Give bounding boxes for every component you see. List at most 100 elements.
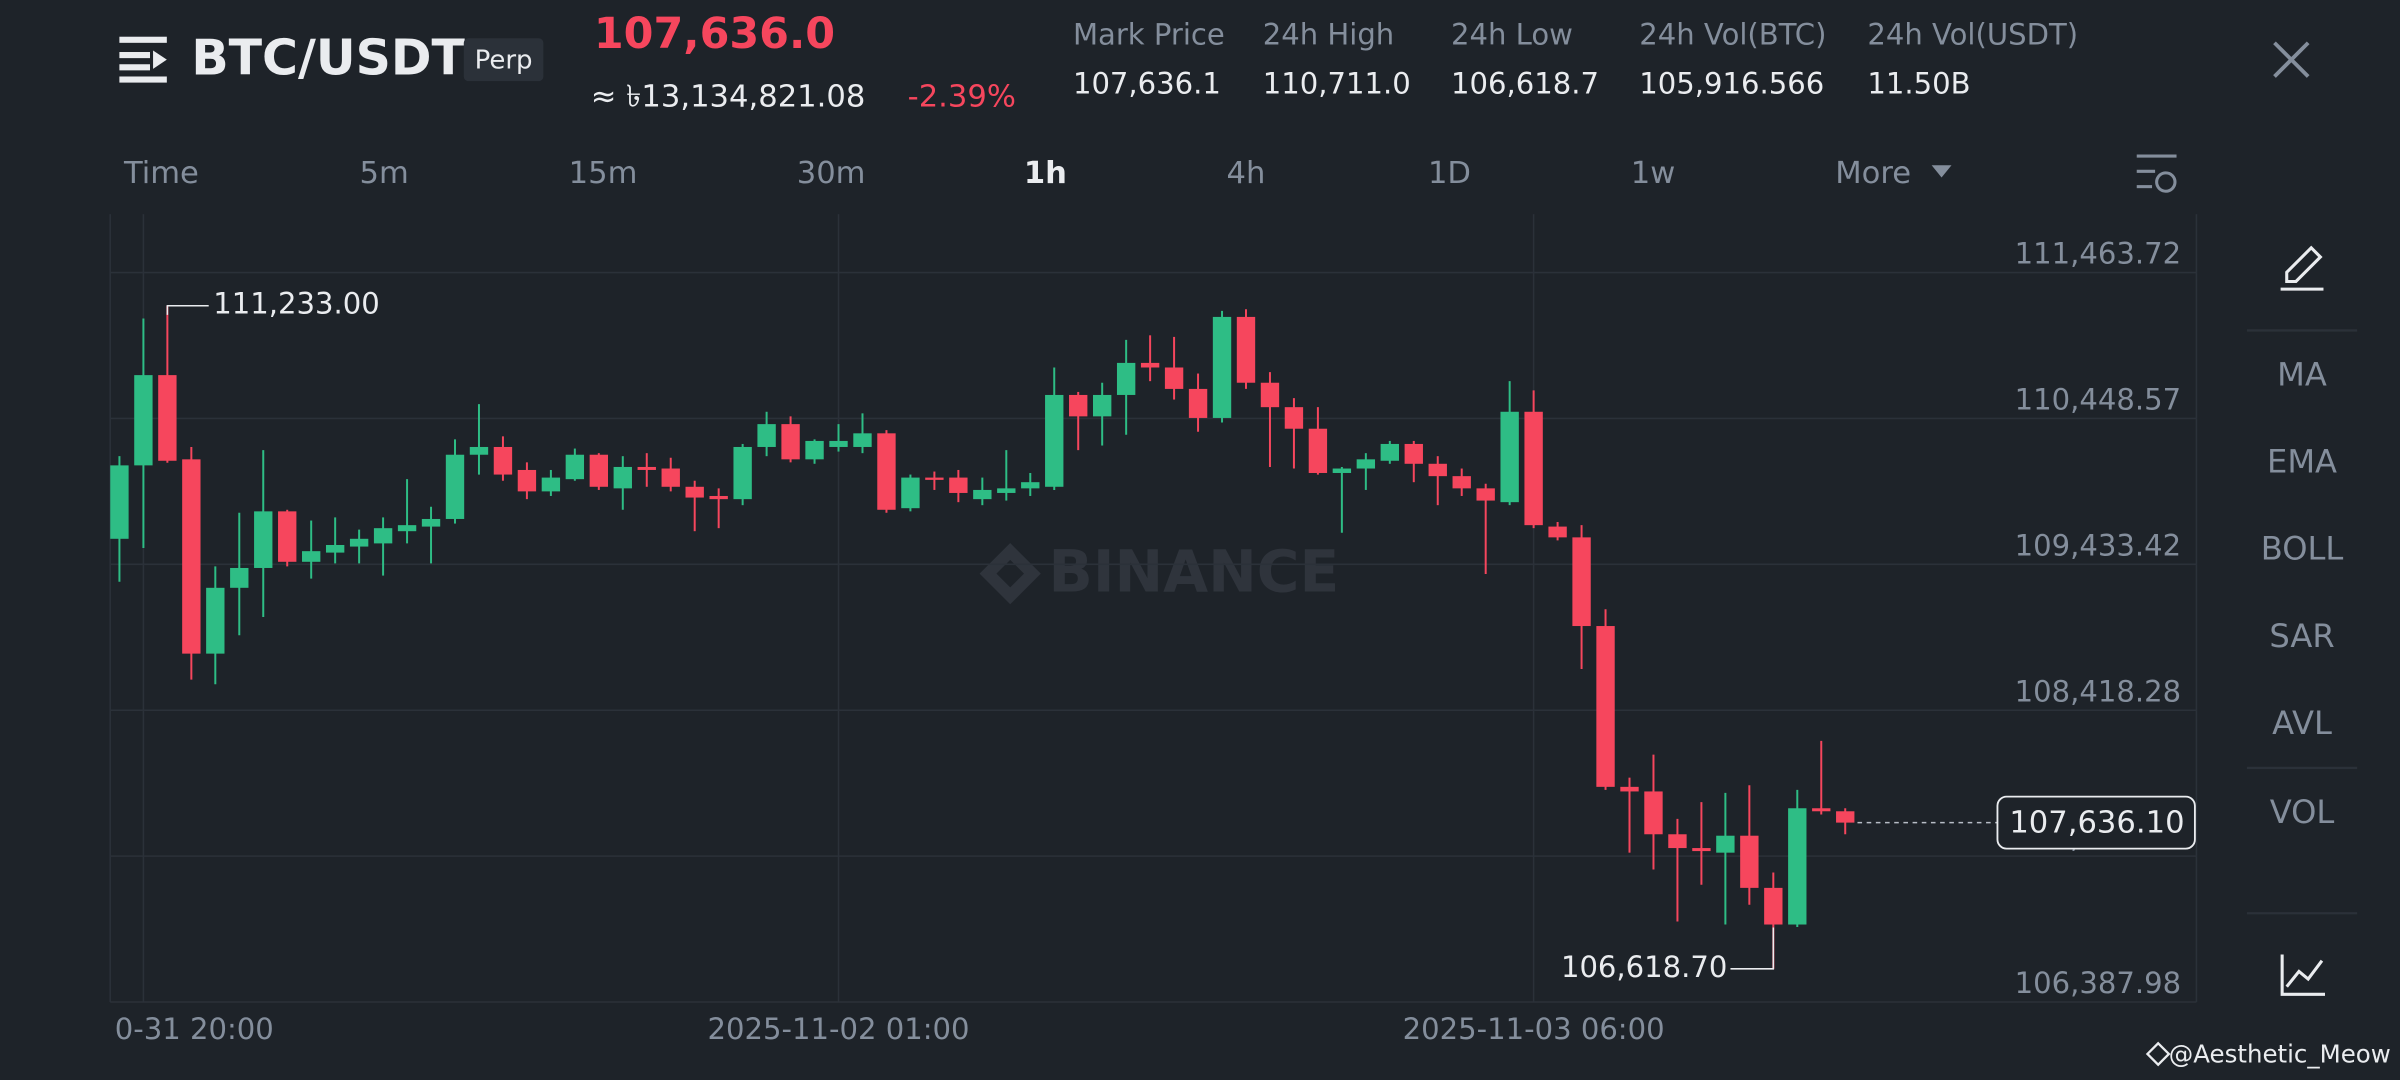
credit-icon	[2145, 1041, 2171, 1067]
candle-body	[1836, 811, 1855, 823]
candle-body	[781, 424, 800, 460]
candle-body	[110, 465, 129, 539]
high-marker-line	[166, 304, 209, 315]
y-tick-label: 108,418.28	[2015, 674, 2181, 708]
stat-label: 24h Vol(BTC)	[1639, 18, 1826, 52]
candle-body	[973, 489, 992, 500]
interval-tab[interactable]: 5m	[360, 156, 409, 191]
draw-tool-icon[interactable]	[2280, 245, 2324, 291]
symbol: BTC/USDT	[191, 30, 465, 87]
candle-body	[397, 525, 417, 532]
candle-body	[1620, 786, 1639, 792]
indicator-button[interactable]: BOLL	[2261, 530, 2344, 568]
candle-body	[853, 433, 872, 447]
interval-tab[interactable]: 1w	[1631, 156, 1676, 191]
candle-body	[1332, 468, 1352, 473]
settings-icon[interactable]	[2136, 154, 2177, 193]
change: -2.39%	[908, 79, 1016, 114]
candle-body	[1116, 362, 1136, 395]
watermark-icon	[979, 543, 1041, 605]
candle-body	[709, 495, 728, 500]
candle-body	[373, 528, 393, 544]
candle-body	[1452, 476, 1471, 489]
candle-body	[829, 440, 848, 447]
interval-tab[interactable]: Time	[123, 156, 199, 191]
low-marker-line	[1730, 927, 1775, 970]
stat-label: Mark Price	[1073, 18, 1225, 52]
candle-body	[1069, 394, 1088, 417]
stat-label: 24h Low	[1451, 18, 1573, 52]
candle-body	[1716, 835, 1735, 853]
interval-tab[interactable]: 30m	[797, 156, 866, 191]
candle-body	[1356, 459, 1376, 469]
candle-body	[1188, 388, 1208, 418]
candle-body	[1596, 626, 1615, 787]
stat-value: 105,916.566	[1639, 67, 1824, 101]
candle-body	[493, 446, 513, 475]
stat-label: 24h High	[1263, 18, 1394, 52]
low-marker-label: 106,618.70	[1561, 950, 1727, 984]
x-tick-label: 2025-11-02 01:00	[708, 1012, 970, 1046]
indicator-button[interactable]: SAR	[2269, 617, 2334, 655]
candle-body	[1428, 463, 1447, 477]
indicator-button[interactable]: VOL	[2270, 793, 2335, 831]
candle-body	[1692, 848, 1711, 852]
candle-body	[1308, 428, 1328, 473]
sidebar-separators	[2246, 329, 2358, 915]
y-tick-label: 106,387.98	[2015, 966, 2181, 1000]
candle-body	[278, 511, 297, 562]
y-tick-label: 110,448.57	[2015, 383, 2181, 417]
chart-type-icon[interactable]	[2280, 954, 2325, 996]
interval-tab[interactable]: 1D	[1428, 156, 1471, 191]
candle-body	[1212, 316, 1232, 418]
chart: 0-31 20:00 2025-11-02 01:00 2025-11-03 06:…	[109, 214, 2198, 1046]
interval-tab[interactable]: 15m	[569, 156, 638, 191]
candle-body	[589, 454, 609, 487]
candle-body	[421, 518, 441, 527]
candle-body	[517, 469, 537, 492]
candle-body	[158, 375, 177, 461]
candle-body	[1524, 411, 1543, 526]
logo-icon	[119, 36, 167, 83]
candle-body	[1500, 411, 1519, 503]
indicator-button[interactable]: MA	[2277, 355, 2327, 393]
interval-tab[interactable]: More	[1835, 156, 1911, 191]
watermark: BINANCE	[1049, 537, 1340, 605]
candle-body	[1548, 526, 1567, 538]
candle-body	[302, 551, 321, 562]
close-button[interactable]	[2273, 41, 2310, 78]
stat-value: 106,618.7	[1451, 67, 1599, 101]
stat-value: 110,711.0	[1263, 67, 1411, 101]
high-marker-label: 111,233.00	[213, 287, 379, 321]
candle-body	[541, 477, 561, 492]
badge-bg	[463, 38, 544, 82]
candle-body	[230, 567, 249, 588]
candle-body	[901, 477, 920, 509]
candle-body	[925, 477, 944, 480]
interval-tab[interactable]: 4h	[1226, 156, 1265, 191]
interval-tab[interactable]: 1h	[1024, 156, 1067, 191]
candle-body	[1476, 488, 1495, 501]
candle-body	[1164, 367, 1184, 389]
candle-body	[1644, 791, 1663, 835]
candle-body	[1092, 394, 1112, 417]
credit: @Aesthetic_Meow	[2169, 1040, 2391, 1069]
stat-label: 24h Vol(USDT)	[1867, 18, 2078, 52]
candle-body	[565, 454, 585, 480]
price-label-box	[1996, 795, 2196, 850]
candle-body	[637, 466, 656, 470]
stat-value: 11.50B	[1867, 67, 1970, 101]
indicator-button[interactable]: EMA	[2267, 443, 2337, 481]
indicator-button[interactable]: AVL	[2272, 704, 2332, 742]
candle-body	[661, 468, 680, 487]
candle-body	[325, 544, 345, 553]
y-tick-label: 109,433.42	[2015, 529, 2181, 563]
candle-body	[1380, 443, 1399, 461]
candle-body	[1764, 887, 1783, 925]
candle-body	[805, 440, 824, 460]
candle-body	[1021, 482, 1040, 489]
badge: Perp	[475, 46, 533, 76]
